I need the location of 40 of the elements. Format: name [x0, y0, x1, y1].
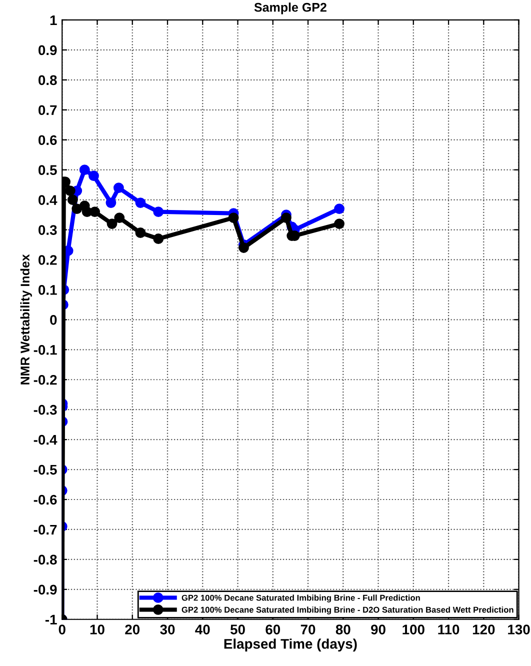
- x-tick-label: 0: [58, 624, 66, 634]
- y-tick-label: -0.1: [34, 344, 57, 355]
- y-tick-label: 0.4: [38, 195, 58, 205]
- y-tick-label: 0: [50, 315, 57, 325]
- y-tick-label: 0.8: [38, 75, 57, 86]
- legend-label: GP2 100% Decane Saturated Imbibing Brine - D2O Saturation Based Wett Prediction: [182, 606, 514, 614]
- y-tick-label: -0.5: [34, 464, 57, 475]
- x-axis-title: Elapsed Time (days): [224, 638, 357, 652]
- y-tick-label: -0.2: [34, 374, 57, 385]
- y-tick-label: 1: [50, 15, 57, 26]
- y-tick-label: -0.7: [34, 524, 57, 535]
- y-tick-label: 0.6: [38, 135, 57, 146]
- x-tick-label: 60: [266, 624, 280, 634]
- y-tick-label: 0.3: [38, 225, 57, 235]
- y-tick-label: -0.9: [34, 584, 57, 595]
- y-tick-label: 0.1: [38, 285, 57, 295]
- x-tick-label: 80: [336, 624, 350, 634]
- y-tick-label: -1: [45, 614, 57, 624]
- legend-label: GP2 100% Decane Saturated Imbibing Brine - Full Prediction: [182, 594, 420, 602]
- y-tick-label: -0.6: [34, 494, 57, 505]
- x-tick-label: 130: [508, 624, 530, 634]
- x-tick-label: 40: [195, 624, 210, 634]
- y-tick-label: -0.8: [34, 554, 57, 565]
- x-tick-label: 70: [300, 624, 316, 634]
- x-tick-label: 110: [438, 624, 460, 634]
- y-tick-label: 0.5: [38, 165, 57, 175]
- y-tick-label: -0.4: [34, 434, 58, 445]
- x-tick-label: 120: [472, 624, 495, 634]
- y-tick-label: -0.3: [34, 404, 57, 415]
- x-tick-label: 50: [230, 624, 245, 634]
- x-tick-label: 10: [90, 624, 104, 634]
- x-tick-label: 20: [125, 624, 140, 634]
- chart-title: Sample GP2: [254, 2, 326, 14]
- x-tick-label: 90: [371, 624, 386, 634]
- y-tick-label: 0.2: [38, 255, 57, 265]
- y-tick-label: 0.7: [38, 105, 57, 116]
- y-axis-title: NMR Wettability Index: [20, 254, 32, 384]
- x-tick-label: 30: [160, 624, 175, 634]
- x-tick-label: 100: [402, 624, 424, 634]
- y-tick-label: 0.9: [38, 45, 57, 56]
